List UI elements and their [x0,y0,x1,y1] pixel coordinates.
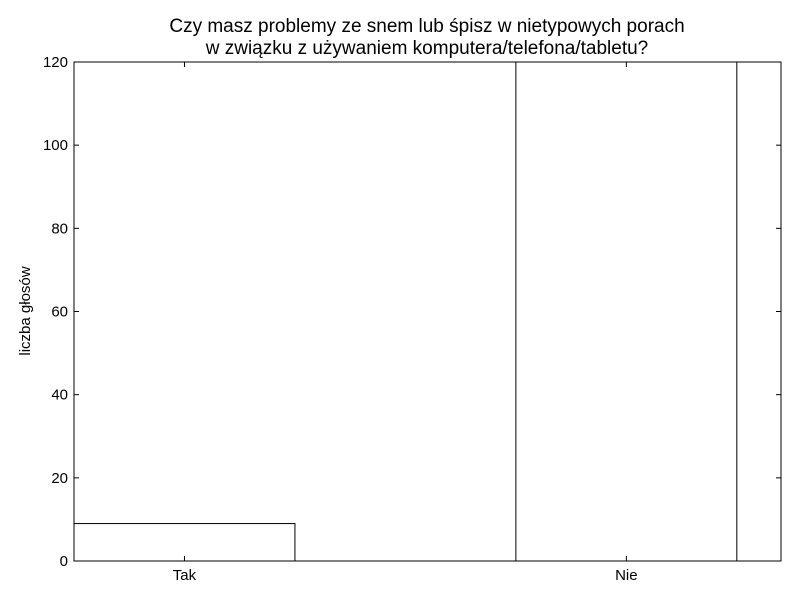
y-tick-label: 0 [60,553,68,570]
y-axis-label: liczba głosów [17,266,34,355]
x-tick-label-nie: Nie [615,567,638,584]
chart-title-line-1: Czy masz problemy ze snem lub śpisz w ni… [169,16,684,37]
y-tick-label: 100 [43,137,68,154]
x-tick-label-tak: Tak [173,567,197,584]
chart-title-line-2: w związku z używaniem komputera/telefona… [205,38,649,59]
bar-tak [73,523,296,562]
y-tick-label: 80 [51,220,68,237]
y-tick-label: 120 [43,54,68,71]
plot-area-frame [73,61,782,562]
y-tick-label: 20 [51,470,68,487]
tick-labels: Tak Nie 0 20 40 60 80 100 120 [43,54,638,584]
y-tick-label: 40 [51,387,68,404]
chart-title: Czy masz problemy ze snem lub śpisz w ni… [169,16,684,59]
bar-nie [515,61,738,562]
y-tick-label: 60 [51,304,68,321]
